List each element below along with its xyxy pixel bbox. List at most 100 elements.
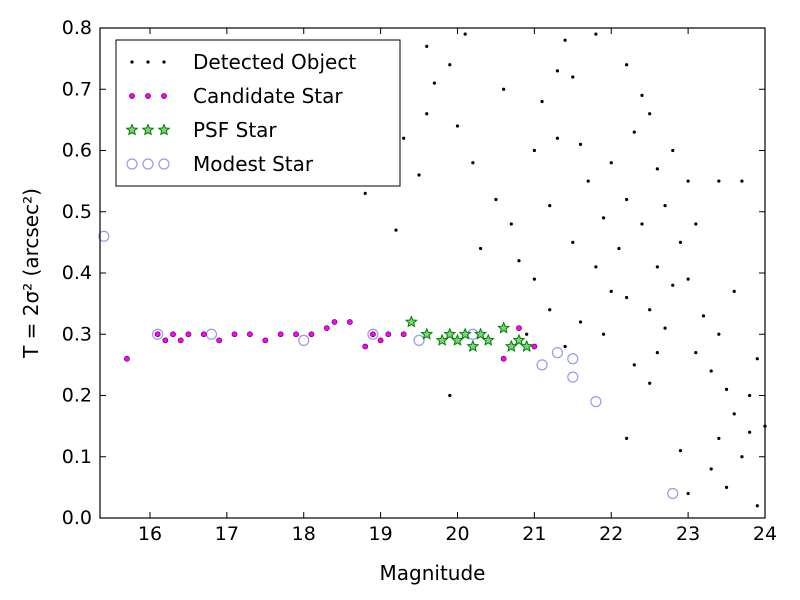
data-point-detected-object — [640, 222, 644, 226]
data-point-detected-object — [755, 504, 759, 508]
data-point-psf-star — [435, 333, 449, 346]
data-point-detected-object — [555, 69, 560, 73]
data-point-detected-object — [663, 204, 667, 208]
data-point-detected-object — [578, 320, 583, 324]
data-point-detected-object — [755, 357, 759, 361]
series-modest-star — [98, 230, 679, 500]
data-point-detected-object — [548, 308, 552, 312]
data-point-detected-object — [425, 112, 429, 116]
data-point-detected-object — [717, 436, 721, 440]
data-point-detected-object — [517, 259, 521, 263]
data-point-detected-object — [532, 148, 536, 153]
y-tick-label: 0.7 — [62, 78, 92, 100]
data-point-psf-star — [404, 315, 418, 328]
data-point-detected-object — [540, 99, 544, 104]
data-point-detected-object — [609, 289, 613, 293]
data-point-candidate-star — [170, 331, 176, 338]
data-point-detected-object — [632, 363, 636, 367]
data-point-candidate-star — [516, 325, 522, 332]
data-point-psf-star — [481, 333, 495, 346]
x-tick-label: 20 — [445, 523, 469, 545]
series-detected-object — [363, 32, 767, 508]
data-point-candidate-star — [277, 331, 284, 338]
data-point-detected-object — [548, 204, 552, 208]
x-tick-label: 23 — [676, 523, 700, 545]
x-tick-label: 19 — [369, 523, 393, 545]
data-point-detected-object — [417, 173, 421, 177]
data-point-psf-star — [474, 327, 488, 340]
legend-box — [115, 39, 401, 187]
data-point-detected-object — [509, 222, 513, 226]
data-point-detected-object — [478, 246, 483, 251]
data-point-detected-object — [717, 332, 721, 336]
data-point-detected-object — [648, 308, 652, 312]
data-point-candidate-star — [185, 331, 192, 338]
data-point-detected-object — [732, 289, 736, 293]
data-point-candidate-star — [154, 331, 161, 338]
data-point-candidate-star — [247, 331, 253, 338]
data-point-detected-object — [694, 222, 698, 226]
data-point-detected-object — [617, 246, 621, 251]
data-point-modest-star — [98, 230, 110, 242]
plot-area — [98, 32, 767, 508]
series-psf-star — [404, 315, 534, 353]
data-point-detected-object — [578, 142, 583, 146]
data-point-detected-object — [601, 216, 606, 220]
data-point-detected-object — [448, 393, 452, 398]
data-point-detected-object — [625, 197, 629, 202]
data-point-detected-object — [609, 161, 613, 165]
x-tick-label: 16 — [138, 523, 162, 545]
data-point-detected-object — [686, 491, 690, 496]
data-point-detected-object — [663, 326, 667, 330]
data-point-psf-star — [420, 327, 434, 340]
data-point-detected-object — [471, 161, 475, 165]
legend-marker-detected-object — [162, 60, 166, 64]
data-point-detected-object — [625, 63, 629, 67]
data-point-psf-star — [466, 339, 480, 353]
data-point-detected-object — [625, 436, 629, 440]
data-point-candidate-star — [308, 331, 315, 338]
x-tick-label: 24 — [753, 523, 777, 545]
data-point-detected-object — [678, 449, 683, 453]
x-axis-label: Magnitude — [380, 561, 486, 585]
data-point-modest-star — [205, 328, 218, 340]
data-point-detected-object — [563, 344, 567, 349]
data-point-detected-object — [648, 381, 652, 385]
y-tick-label: 0.5 — [62, 201, 92, 223]
y-tick-label: 0.1 — [62, 446, 92, 468]
data-point-detected-object — [448, 63, 452, 67]
data-point-modest-star — [551, 347, 564, 359]
data-point-modest-star — [413, 334, 425, 346]
data-point-detected-object — [655, 167, 659, 171]
data-point-detected-object — [571, 75, 575, 79]
data-point-detected-object — [724, 485, 729, 489]
data-point-psf-star — [458, 327, 472, 340]
data-point-detected-object — [555, 136, 560, 140]
legend-marker-psf-star — [157, 123, 171, 136]
legend-marker-psf-star — [141, 123, 155, 136]
data-point-modest-star — [667, 487, 679, 500]
data-point-modest-star — [152, 328, 164, 340]
data-point-modest-star — [536, 359, 548, 371]
data-point-psf-star — [512, 333, 526, 346]
data-point-detected-object — [463, 32, 467, 36]
data-point-candidate-star — [231, 331, 238, 338]
series-candidate-star — [124, 319, 538, 362]
legend-label-candidate-star: Candidate Star — [193, 84, 343, 108]
data-point-detected-object — [640, 93, 644, 97]
data-point-detected-object — [632, 130, 636, 134]
legend-marker-modest-star — [142, 158, 154, 170]
data-point-detected-object — [502, 87, 506, 91]
data-point-detected-object — [455, 124, 460, 128]
legend-marker-modest-star — [126, 158, 138, 170]
data-point-detected-object — [686, 277, 690, 281]
legend-marker-modest-star — [158, 158, 170, 170]
data-point-detected-object — [655, 351, 659, 355]
data-point-candidate-star — [377, 337, 384, 344]
legend: Detected Object Candidate Star PSF Star Mod… — [115, 39, 401, 187]
data-point-modest-star — [567, 371, 579, 383]
data-point-psf-star — [520, 339, 534, 353]
legend-label-psf-star: PSF Star — [193, 118, 277, 142]
data-point-detected-object — [709, 369, 713, 373]
data-point-candidate-star — [124, 355, 130, 362]
